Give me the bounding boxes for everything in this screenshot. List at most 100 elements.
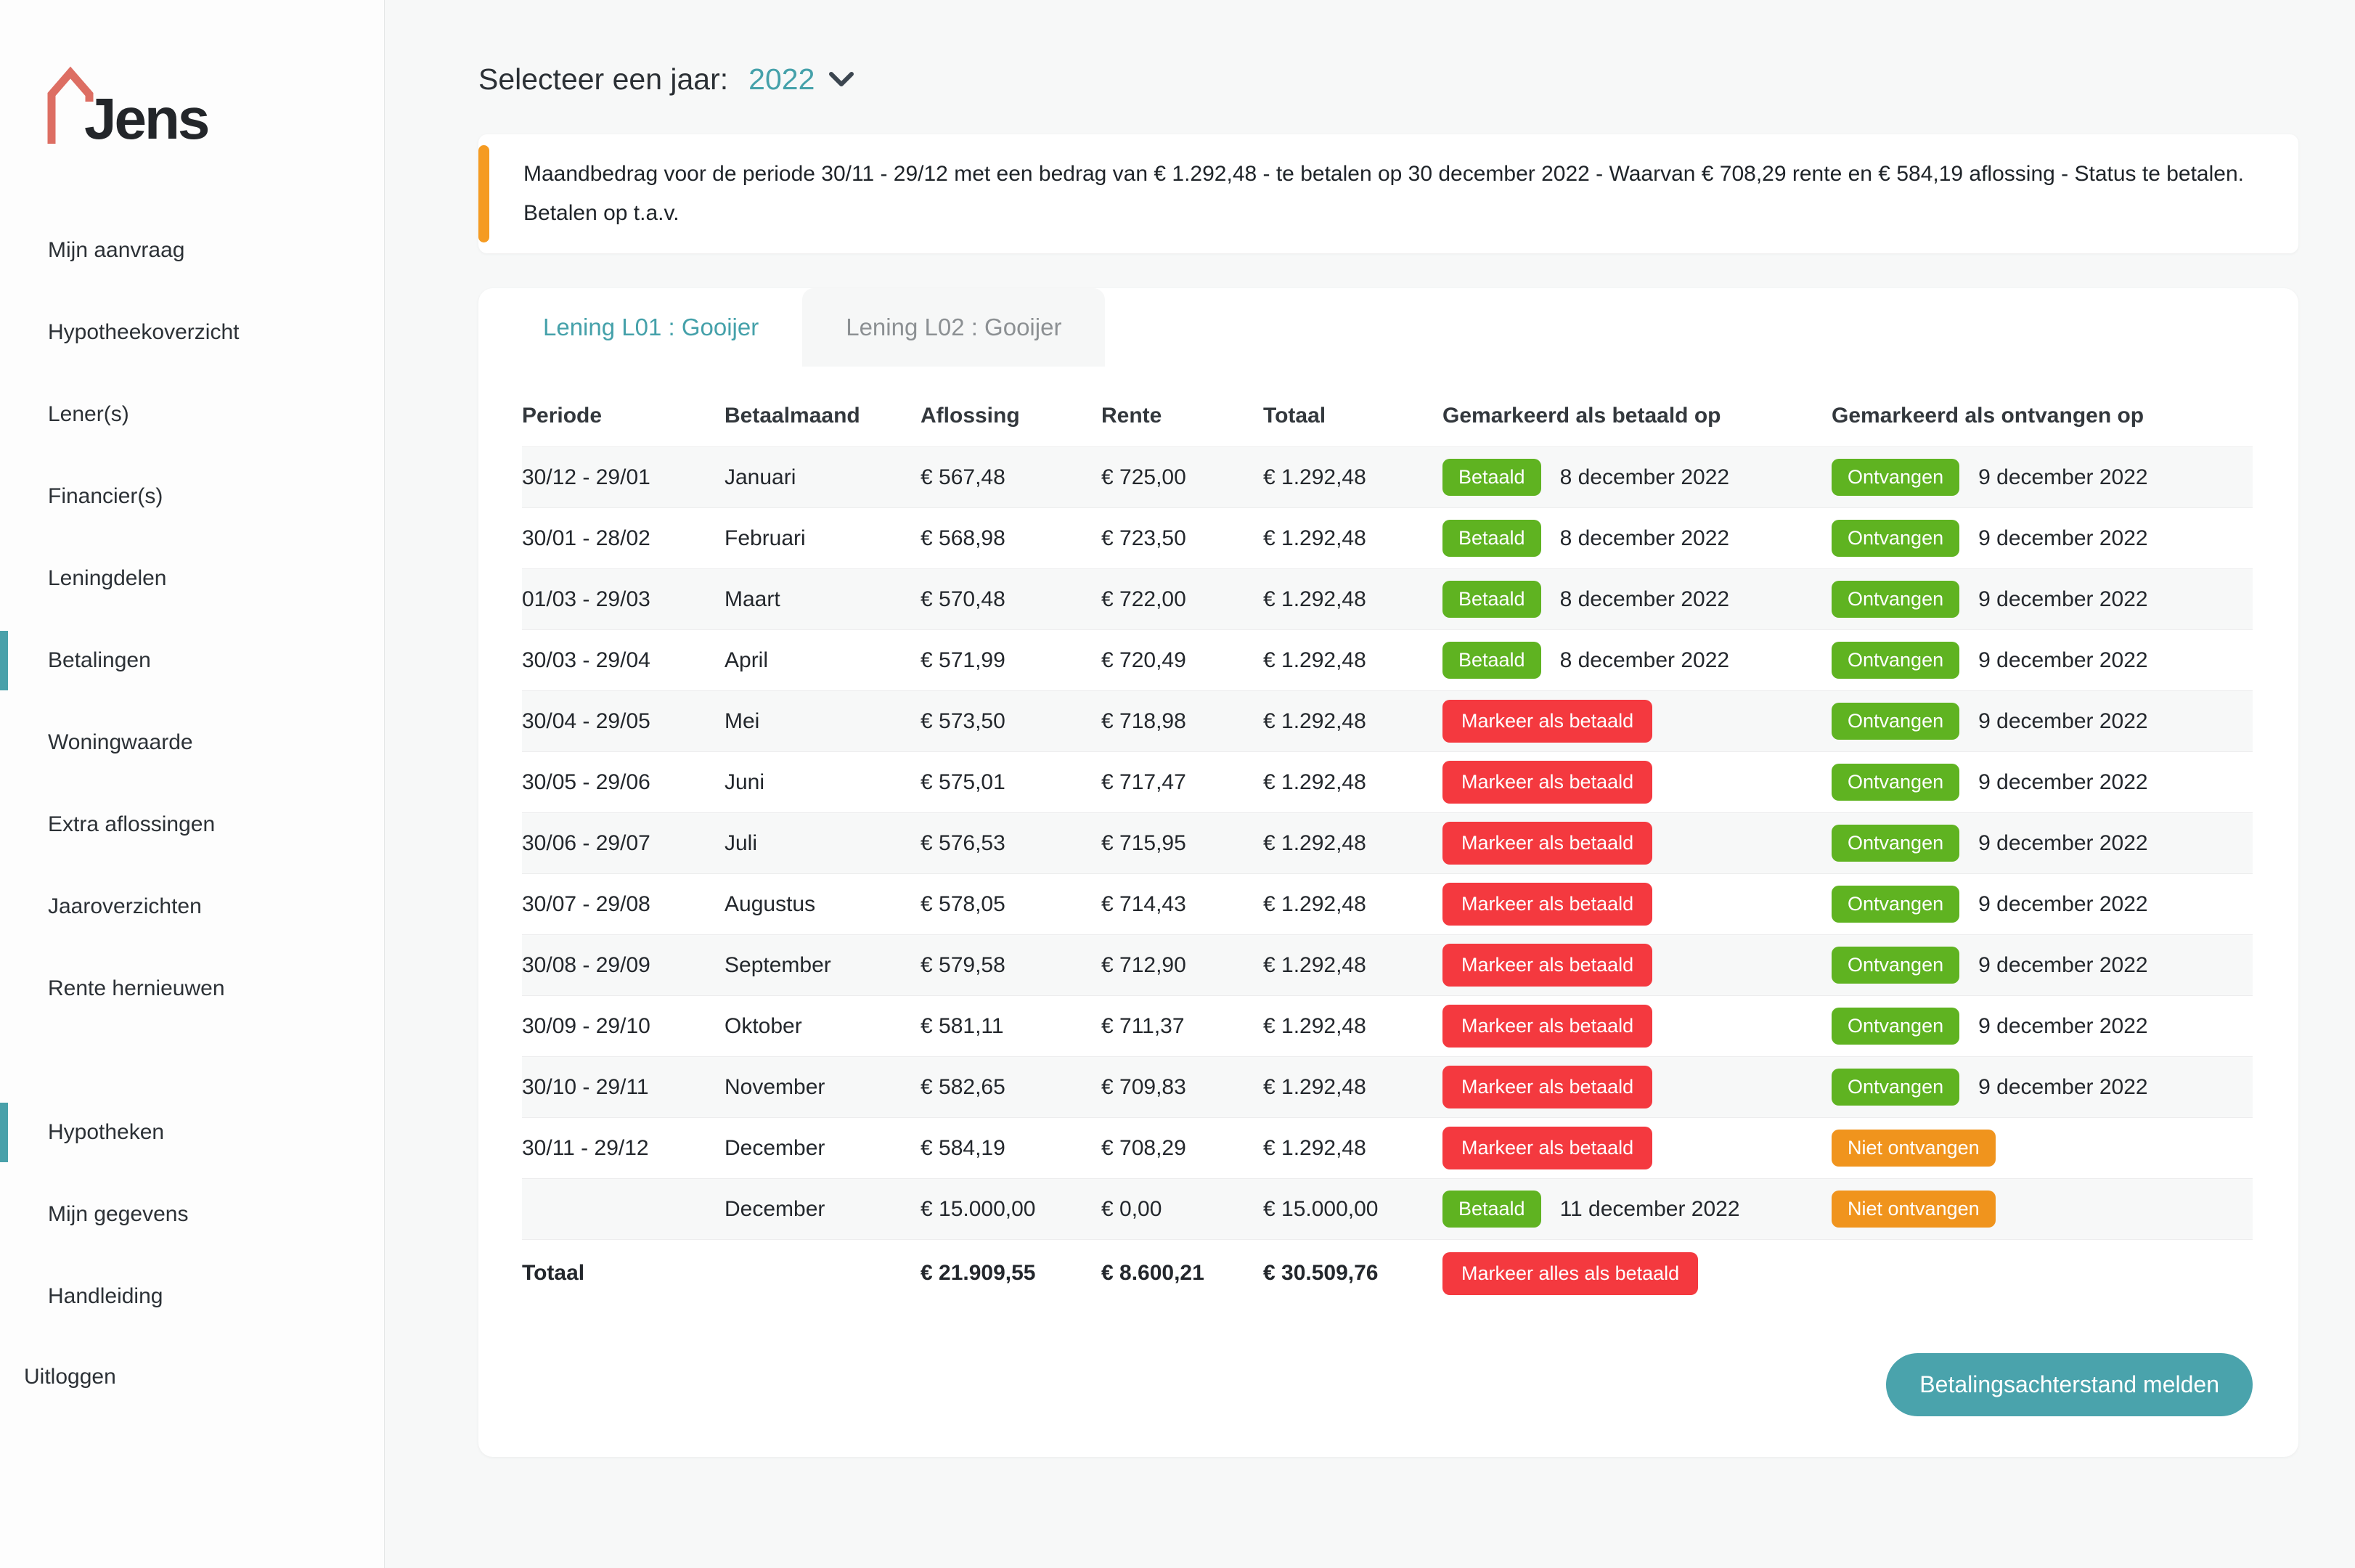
ontvangen-date: 9 december 2022: [1978, 1074, 2148, 1099]
column-header-periode: Periode: [522, 404, 603, 428]
betaald-cell: Markeer als betaald: [1442, 1127, 1832, 1169]
betaald-action-button[interactable]: Markeer als betaald: [1442, 822, 1653, 865]
betaald-action-button[interactable]: Markeer als betaald: [1442, 1005, 1653, 1048]
table-total-row: Totaal € 21.909,55 € 8.600,21 € 30.509,76 Ma…: [522, 1239, 2253, 1307]
betaald-cell: Betaald 8 december 2022: [1442, 459, 1832, 496]
ontvangen-date: 9 december 2022: [1978, 465, 2148, 489]
sidebar-item-lener-s[interactable]: Lener(s): [48, 402, 129, 426]
sidebar-item-mijn-aanvraag[interactable]: Mijn aanvraag: [48, 238, 185, 262]
sidebar-nav: Mijn aanvraag Hypotheekoverzicht Lener(s) F…: [0, 220, 384, 1406]
sidebar-item-handleiding[interactable]: Handleiding: [48, 1284, 163, 1308]
report-arrears-button[interactable]: Betalingsachterstand melden: [1886, 1353, 2253, 1416]
betaald-action-button[interactable]: Markeer als betaald: [1442, 883, 1653, 926]
betaald-cell: Markeer als betaald: [1442, 944, 1832, 987]
totaal-cell: € 1.292,48: [1263, 1074, 1366, 1099]
ontvangen-status-badge: Ontvangen: [1832, 459, 1960, 496]
ontvangen-date: 9 december 2022: [1978, 952, 2148, 977]
sidebar-item-hypotheken[interactable]: Hypotheken: [0, 1102, 384, 1163]
periode-cell: 30/12 - 29/01: [522, 465, 650, 489]
periode-cell: 30/05 - 29/06: [522, 769, 650, 794]
aflossing-cell: € 581,11: [921, 1013, 1004, 1038]
sidebar-item-woningwaarde[interactable]: Woningwaarde: [48, 730, 193, 754]
aflossing-cell: € 576,53: [921, 830, 1005, 855]
betaald-cell: Betaald 11 december 2022: [1442, 1191, 1832, 1228]
sidebar-item-mijn-gegevens[interactable]: Mijn gegevens: [48, 1202, 189, 1226]
sidebar-item-rente-hernieuwen[interactable]: Rente hernieuwen: [48, 976, 225, 1000]
ontvangen-status-badge: Ontvangen: [1832, 642, 1960, 679]
totaal-cell: € 1.292,48: [1263, 1013, 1366, 1038]
ontvangen-cell: Ontvangen 9 december 2022: [1832, 703, 2253, 740]
totaal-cell: € 1.292,48: [1263, 891, 1366, 916]
betaald-status-badge: Betaald: [1442, 520, 1541, 557]
periode-cell: 30/10 - 29/11: [522, 1074, 649, 1099]
ontvangen-status-badge: Ontvangen: [1832, 886, 1960, 923]
betaald-cell: Betaald 8 december 2022: [1442, 642, 1832, 679]
periode-cell: 01/03 - 29/03: [522, 587, 650, 611]
column-header-rente: Rente: [1101, 404, 1162, 428]
ontvangen-date: 9 december 2022: [1978, 526, 2148, 550]
chevron-down-icon: [829, 72, 854, 86]
loan-card: Lening L01 : Gooijer Lening L02 : Gooijer…: [478, 288, 2298, 1457]
column-header-gemarkeerd-als-ontvangen-op: Gemarkeerd als ontvangen op: [1832, 404, 2144, 428]
rente-cell: € 722,00: [1101, 587, 1186, 611]
markeer-alles-action-button[interactable]: Markeer alles als betaald: [1442, 1251, 1699, 1295]
betaald-action-button[interactable]: Markeer als betaald: [1442, 944, 1653, 987]
betaalmaand-cell: Oktober: [725, 1013, 802, 1038]
alert-line2: Betalen op t.a.v.: [523, 201, 679, 225]
table-row: 30/12 - 29/01 Januari € 567,48 € 725,00 € 1.…: [522, 446, 2253, 507]
table-row: 30/03 - 29/04 April € 571,99 € 720,49 € 1.29…: [522, 629, 2253, 690]
betaalmaand-cell: Mei: [725, 709, 760, 733]
sidebar: Jens Mijn aanvraag Hypotheekoverzicht Lene…: [0, 0, 385, 1568]
sidebar-item-extra-aflossingen[interactable]: Extra aflossingen: [48, 812, 216, 836]
aflossing-cell: € 579,58: [921, 952, 1005, 977]
payments-table: Periode Betaalmaand Aflossing Rente Totaal Ge…: [522, 385, 2253, 1307]
betaald-action-button[interactable]: Markeer als betaald: [1442, 1066, 1653, 1108]
betaald-cell: Markeer als betaald: [1442, 822, 1832, 865]
betaald-date: 11 december 2022: [1559, 1196, 1740, 1221]
totaal-cell: € 1.292,48: [1263, 648, 1366, 672]
sidebar-item-betalingen[interactable]: Betalingen: [0, 630, 384, 691]
rente-cell: € 714,43: [1101, 891, 1186, 916]
betaald-action-button[interactable]: Markeer als betaald: [1442, 700, 1653, 743]
betaald-status-badge: Betaald: [1442, 459, 1541, 496]
alert-accent-bar: [478, 145, 489, 242]
ontvangen-cell: Ontvangen 9 december 2022: [1832, 1008, 2253, 1045]
rente-cell: € 0,00: [1101, 1196, 1162, 1221]
sidebar-item-uitloggen[interactable]: Uitloggen: [24, 1365, 116, 1389]
ontvangen-cell: Ontvangen 9 december 2022: [1832, 581, 2253, 618]
totaal-cell: € 1.292,48: [1263, 769, 1366, 794]
ontvangen-status-badge: Ontvangen: [1832, 581, 1960, 618]
betaalmaand-cell: Maart: [725, 587, 780, 611]
totaal-cell: € 1.292,48: [1263, 952, 1366, 977]
sidebar-item-financier-s[interactable]: Financier(s): [48, 484, 163, 508]
betaalmaand-cell: December: [725, 1196, 825, 1221]
periode-cell: 30/08 - 29/09: [522, 952, 650, 977]
periode-cell: 30/11 - 29/12: [522, 1135, 649, 1160]
table-row: 30/04 - 29/05 Mei € 573,50 € 718,98 € 1.292,…: [522, 690, 2253, 751]
betaalmaand-cell: November: [725, 1074, 825, 1099]
sidebar-item-jaaroverzichten[interactable]: Jaaroverzichten: [48, 894, 202, 918]
rente-cell: € 717,47: [1101, 769, 1186, 794]
total-action-cell: Markeer alles als betaald: [1442, 1251, 1832, 1295]
rente-cell: € 712,90: [1101, 952, 1186, 977]
tab-lening-l01-gooijer[interactable]: Lening L01 : Gooijer: [499, 288, 803, 367]
sidebar-item-leningdelen[interactable]: Leningdelen: [48, 566, 167, 590]
sidebar-item-hypotheekoverzicht[interactable]: Hypotheekoverzicht: [48, 320, 240, 344]
betaald-date: 8 december 2022: [1559, 526, 1730, 550]
ontvangen-cell: Niet ontvangen: [1832, 1191, 2253, 1228]
ontvangen-cell: Ontvangen 9 december 2022: [1832, 947, 2253, 984]
totaal-cell: € 1.292,48: [1263, 709, 1366, 733]
betaalmaand-cell: Juni: [725, 769, 765, 794]
tab-lening-l02-gooijer[interactable]: Lening L02 : Gooijer: [802, 288, 1106, 367]
year-dropdown[interactable]: 2022: [748, 62, 854, 97]
betaalmaand-cell: April: [725, 648, 769, 672]
year-value: 2022: [748, 62, 815, 96]
betaald-action-button[interactable]: Markeer als betaald: [1442, 1127, 1653, 1169]
alert-line1: Maandbedrag voor de periode 30/11 - 29/1…: [523, 162, 2244, 186]
ontvangen-cell: Ontvangen 9 december 2022: [1832, 642, 2253, 679]
ontvangen-date: 9 december 2022: [1978, 648, 2148, 672]
betaald-action-button[interactable]: Markeer als betaald: [1442, 761, 1653, 804]
logo: Jens: [46, 57, 384, 148]
table-row: 30/09 - 29/10 Oktober € 581,11 € 711,37 € 1.…: [522, 995, 2253, 1056]
rente-cell: € 715,95: [1101, 830, 1186, 855]
